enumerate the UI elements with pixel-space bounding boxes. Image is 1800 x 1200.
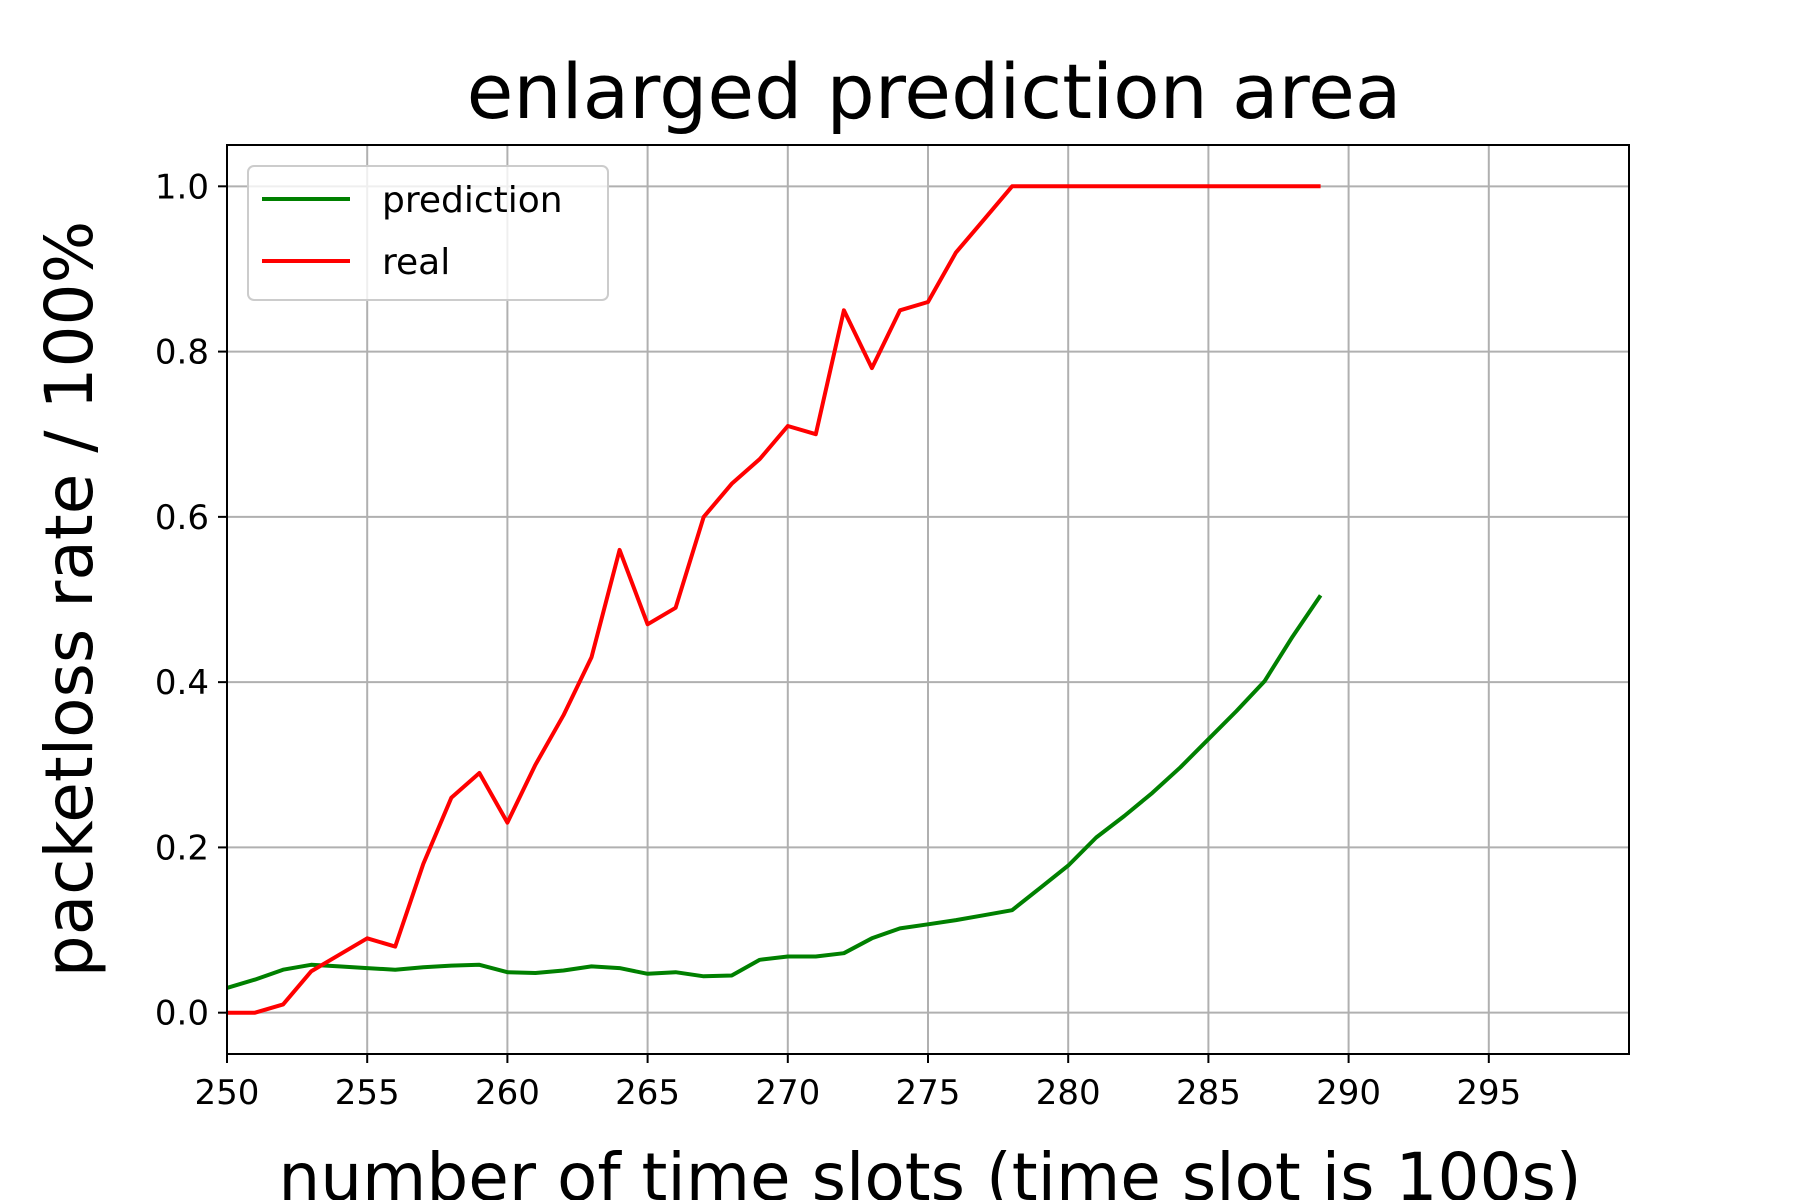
- x-axis-ticks: 250 255 260 265 270 275 280 285 290 295: [195, 1054, 1521, 1113]
- x-tick-label: 255: [335, 1073, 400, 1113]
- x-tick-label: 270: [755, 1073, 820, 1113]
- y-tick-label: 0.8: [155, 333, 209, 373]
- y-axis-ticks: 0.0 0.2 0.4 0.6 0.8 1.0: [155, 167, 227, 1034]
- y-tick-label: 0.0: [155, 994, 209, 1034]
- series-line-prediction: [226, 594, 1323, 990]
- series-line-real: [227, 184, 1321, 1015]
- y-tick-label: 0.4: [155, 663, 209, 703]
- grid: [226, 145, 1629, 1054]
- legend-label-real: real: [382, 242, 450, 283]
- legend-label-prediction: prediction: [382, 180, 563, 221]
- y-tick-label: 0.6: [155, 498, 209, 538]
- plot-lines: [226, 184, 1323, 1015]
- x-tick-label: 280: [1036, 1073, 1101, 1113]
- x-tick-label: 275: [896, 1073, 961, 1113]
- x-tick-label: 265: [615, 1073, 680, 1113]
- x-tick-label: 285: [1176, 1073, 1241, 1113]
- x-tick-label: 260: [475, 1073, 540, 1113]
- x-axis-label: number of time slots (time slot is 100s): [278, 1139, 1581, 1200]
- y-tick-label: 1.0: [155, 167, 209, 207]
- y-axis-label: packetloss rate / 100%: [31, 221, 108, 977]
- x-tick-label: 295: [1456, 1073, 1521, 1113]
- legend: prediction real: [247, 165, 609, 301]
- x-tick-label: 290: [1316, 1073, 1381, 1113]
- y-tick-label: 0.2: [155, 828, 209, 868]
- chart-title: enlarged prediction area: [467, 47, 1402, 136]
- x-tick-label: 250: [195, 1073, 260, 1113]
